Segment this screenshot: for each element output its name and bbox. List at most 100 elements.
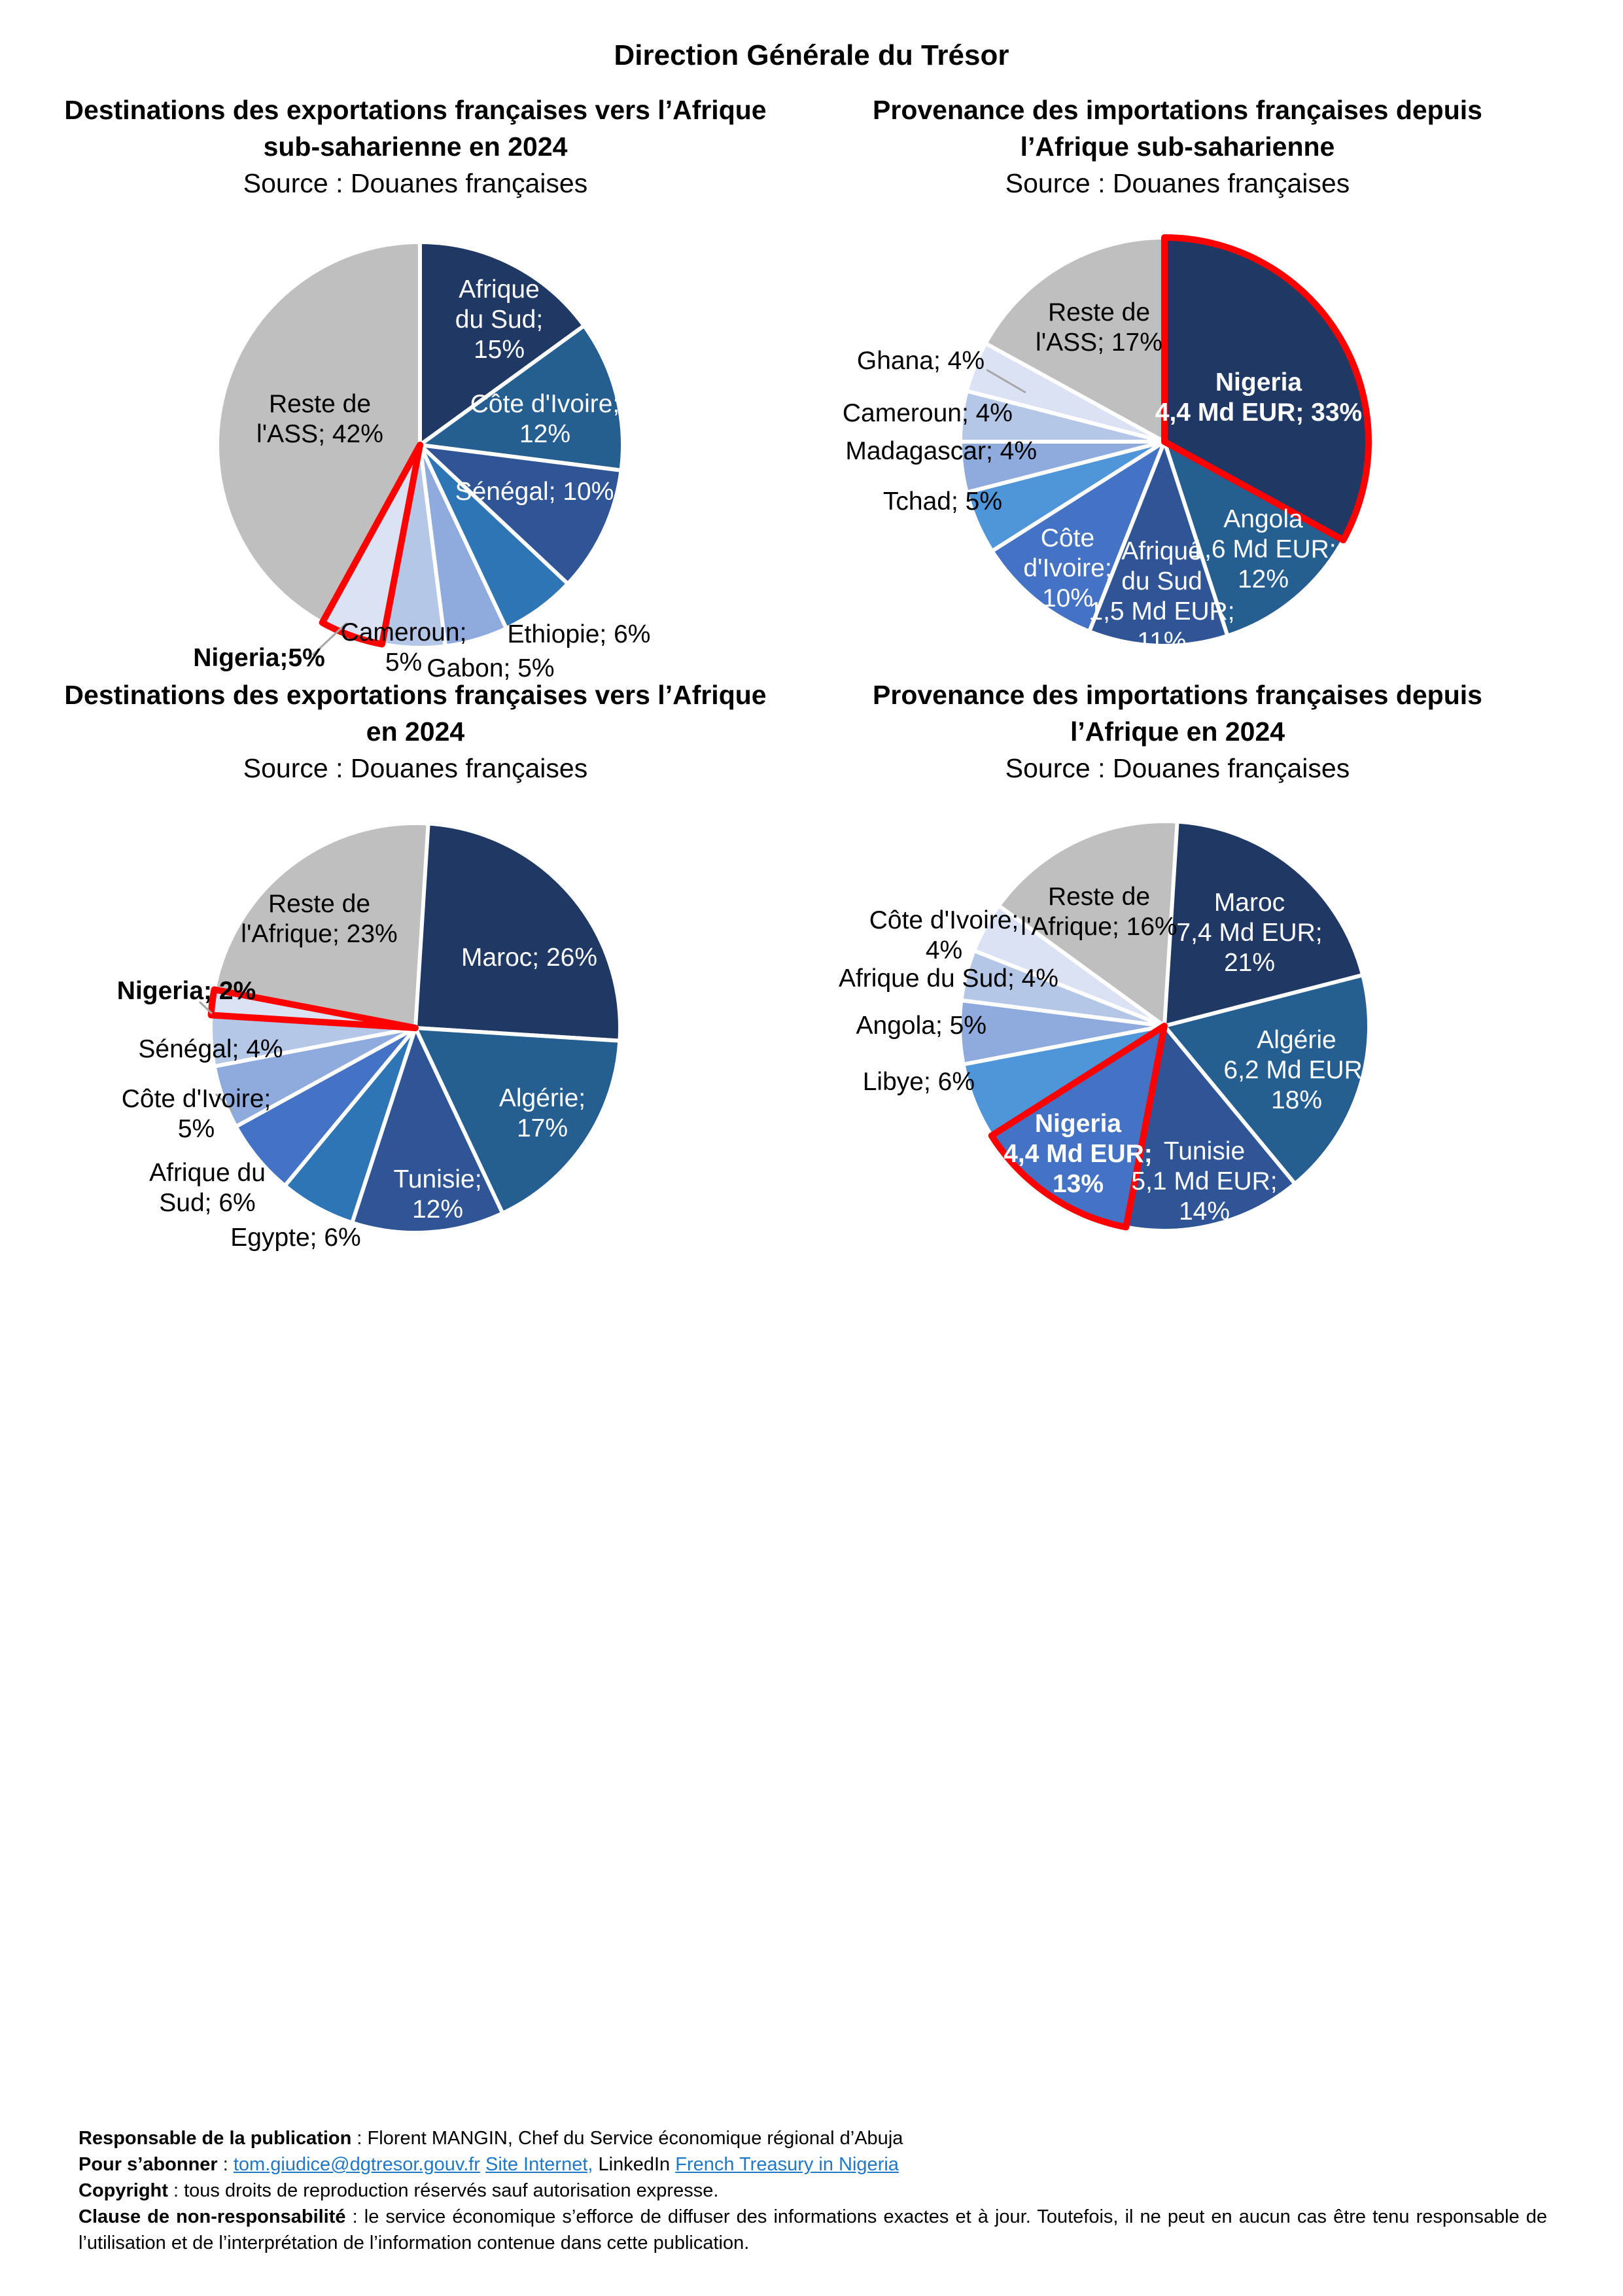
footer-clause-label: Clause de non-responsabilité — [79, 2206, 346, 2227]
pie-label-Nigeria: Nigeria; 2% — [117, 977, 256, 1005]
pie-label-Ethiopie: Ethiopie; 6% — [508, 620, 651, 648]
chart-title-line1: Destinations des exportations françaises… — [64, 95, 767, 125]
pie-slice-Côte d'Ivoire — [418, 323, 625, 472]
pie-slice-Afrique du Sud — [1087, 440, 1230, 648]
pie-imports-afrique: Maroc 7,4 Md EUR; 21% Algérie 6,2 Md EUR; 18%… — [839, 819, 1371, 1233]
pie-label-Maroc: Maroc 7,4 Md EUR; 21% — [1176, 889, 1322, 977]
leader-line-Nigeria — [311, 622, 348, 656]
chart-title-line2: l’Afrique sub-saharienne — [1020, 132, 1335, 162]
pie-label-Libye: Libye; 6% — [863, 1068, 975, 1096]
pie-slice-Sénégal — [418, 443, 623, 586]
pie-label-Ghana: Ghana; 4% — [857, 347, 985, 375]
pie-slice-Reste de l'ASS — [983, 236, 1166, 444]
footer-copyright: Copyright : tous droits de reproduction … — [79, 2178, 1547, 2204]
pie-label-Cameroun: Cameroun; 5% — [341, 618, 467, 677]
pie-label-Côte d'Ivoire: Côte d'Ivoire; 5% — [122, 1085, 271, 1143]
pie-exports-afrique: Maroc; 26% Algérie; 17% Tunisie; 12% Egypte; … — [117, 821, 622, 1252]
pie-label-Egypte: Egypte; 6% — [230, 1224, 360, 1252]
chart-source: Source : Douanes françaises — [1005, 753, 1350, 783]
pie-label-Tchad: Tchad; 5% — [883, 487, 1002, 516]
pie-label-Afrique du Sud: Afrique du Sud; 4% — [839, 964, 1058, 993]
footer-abonner-label: Pour s’abonner — [79, 2154, 218, 2175]
pie-slice-Reste de l'Afrique — [996, 819, 1179, 1028]
pie-label-Tunisie: Tunisie 5,1 Md EUR; 14% — [1131, 1137, 1277, 1226]
highlight-outline — [1161, 234, 1372, 544]
french-treasury-link[interactable]: French Treasury in Nigeria — [675, 2154, 899, 2175]
pie-label-Nigeria: Nigeria;5% — [193, 644, 325, 672]
footer: Responsable de la publication : Florent … — [79, 2125, 1547, 2256]
pie-slice-Algérie — [413, 1026, 622, 1216]
pie-imports-ass: Nigeria 4,4 Md EUR; 33% Angola 1,6 Md EUR; 1… — [843, 234, 1372, 656]
pie-charts-canvas: Afrique du Sud; 15% Côte d'Ivoire; 12% Sénéga… — [117, 234, 1372, 1252]
footer-clause: Clause de non-responsabilité : le servic… — [79, 2204, 1547, 2256]
pie-slice-Maroc — [413, 821, 622, 1043]
chart-title-exports-afrique: Destinations des exportations françaises… — [10, 677, 821, 786]
leader-line-Côte d'Ivoire — [215, 1093, 235, 1113]
pie-label-Reste de l'ASS: Reste de l'ASS; 42% — [256, 390, 383, 448]
highlight-outline — [319, 442, 423, 648]
chart-title-imports-ass: Provenance des importations françaises d… — [772, 92, 1583, 202]
pie-label-Nigeria: Nigeria 4,4 Md EUR; 13% — [1003, 1110, 1153, 1198]
highlight-outline — [207, 986, 419, 1031]
pie-label-Afrique du Sud: Afrique du Sud 1,5 Md EUR; 11% — [1089, 537, 1234, 656]
chart-title-line2: l’Afrique en 2024 — [1070, 716, 1285, 747]
footer-copyright-label: Copyright — [79, 2180, 168, 2201]
email-link[interactable]: tom.giudice@dgtresor.gouv.fr — [233, 2154, 480, 2175]
pie-label-Angola: Angola 1,6 Md EUR; 12% — [1190, 505, 1336, 593]
pie-slice-Angola — [1162, 440, 1346, 638]
highlight-outline — [988, 1023, 1168, 1231]
footer-link-sep — [480, 2154, 485, 2175]
chart-title-imports-afrique: Provenance des importations françaises d… — [772, 677, 1583, 786]
pie-label-Gabon: Gabon; 5% — [427, 654, 554, 682]
leader-line-Ghana — [986, 368, 1026, 394]
pie-slice-Tunisie — [350, 1026, 505, 1235]
pie-label-Reste de l'Afrique: Reste de l'Afrique; 23% — [241, 890, 397, 948]
pie-label-Algérie: Algérie; 17% — [499, 1084, 585, 1142]
chart-title-exports-ass: Destinations des exportations françaises… — [10, 92, 821, 202]
pie-label-Angola: Angola; 5% — [856, 1012, 986, 1040]
pie-slice-Reste de l'Afrique — [212, 821, 430, 1030]
footer-abonner: Pour s’abonner : tom.giudice@dgtresor.go… — [79, 2151, 1547, 2178]
footer-responsable-text: : Florent MANGIN, Chef du Service économ… — [351, 2128, 903, 2149]
pie-label-Sénégal: Sénégal; 10% — [455, 478, 614, 506]
chart-source: Source : Douanes françaises — [243, 753, 588, 783]
pie-slice-Côte d'Ivoire — [990, 440, 1166, 634]
pie-slice-Maroc — [1162, 819, 1365, 1028]
pie-slice-Algérie — [1162, 973, 1371, 1186]
chart-title-line1: Provenance des importations françaises d… — [873, 95, 1482, 125]
pie-slice-Reste de l'ASS — [215, 240, 422, 625]
footer-responsable: Responsable de la publication : Florent … — [79, 2125, 1547, 2151]
pie-label-Algérie: Algérie 6,2 Md EUR; 18% — [1223, 1026, 1369, 1114]
pie-slice-Tunisie — [1124, 1024, 1297, 1233]
chart-source: Source : Douanes françaises — [1005, 168, 1350, 198]
footer-responsable-label: Responsable de la publication — [79, 2128, 352, 2149]
footer-linkedin-text: LinkedIn — [593, 2154, 676, 2175]
footer-abonner-sep: : — [217, 2154, 234, 2175]
leader-line-Nigeria — [198, 1000, 213, 1015]
chart-title-line1: Provenance des importations françaises d… — [873, 680, 1482, 710]
site-internet-link[interactable]: Site Internet, — [485, 2154, 593, 2175]
pie-label-Afrique du Sud: Afrique du Sud; 6% — [149, 1159, 266, 1217]
footer-copyright-text: : tous droits de reproduction réservés s… — [167, 2180, 719, 2201]
pie-label-Cameroun: Cameroun; 4% — [843, 399, 1013, 427]
pie-label-Maroc: Maroc; 26% — [461, 944, 597, 972]
footer-clause-text: : le service économique s’efforce de dif… — [79, 2206, 1547, 2253]
pie-label-Nigeria: Nigeria 4,4 Md EUR; 33% — [1155, 368, 1362, 427]
pie-label-Tunisie: Tunisie; 12% — [393, 1165, 481, 1224]
pie-label-Reste de l'Afrique: Reste de l'Afrique; 16% — [1021, 883, 1177, 941]
pie-label-Côte d'Ivoire: Côte d'Ivoire; 4% — [869, 906, 1019, 964]
chart-title-line2: en 2024 — [366, 716, 465, 747]
pie-label-Côte d'Ivoire: Côte d'Ivoire; 10% — [1023, 524, 1111, 612]
chart-title-line2: sub-saharienne en 2024 — [263, 132, 568, 162]
pie-slice-Afrique du Sud — [418, 240, 586, 447]
pie-label-Reste de l'ASS: Reste de l'ASS; 17% — [1036, 298, 1162, 357]
pie-label-Madagascar: Madagascar; 4% — [845, 437, 1037, 465]
chart-title-line1: Destinations des exportations françaises… — [64, 680, 767, 710]
pie-label-Côte d'Ivoire: Côte d'Ivoire; 12% — [470, 390, 620, 448]
chart-source: Source : Douanes françaises — [243, 168, 588, 198]
pie-exports-ass: Afrique du Sud; 15% Côte d'Ivoire; 12% Sénéga… — [193, 240, 651, 682]
pie-label-Afrique du Sud: Afrique du Sud; 15% — [455, 275, 543, 364]
page-title: Direction Générale du Trésor — [614, 39, 1009, 71]
pie-label-Sénégal: Sénégal; 4% — [138, 1035, 283, 1063]
